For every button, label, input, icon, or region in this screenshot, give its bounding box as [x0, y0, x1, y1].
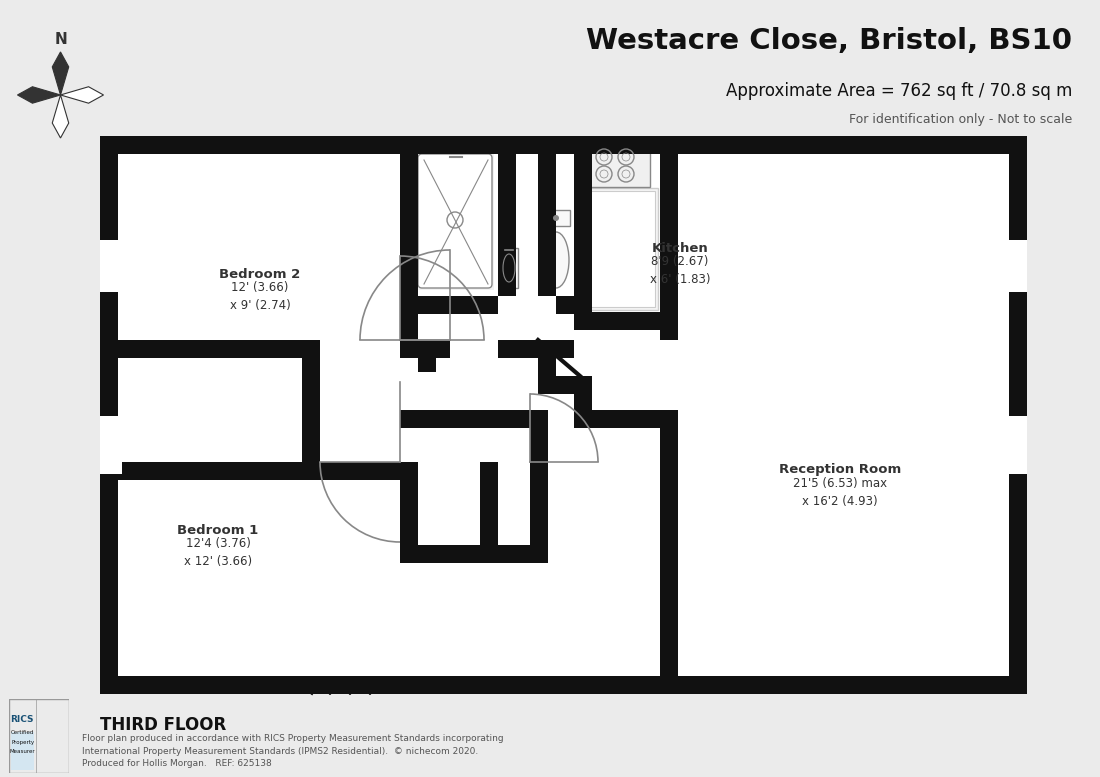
Bar — [418, 296, 498, 314]
Bar — [11, 732, 34, 770]
Text: Kitchen: Kitchen — [651, 242, 708, 255]
Bar — [1005, 416, 1027, 474]
Bar — [538, 340, 556, 376]
Bar — [480, 462, 498, 545]
Bar — [576, 188, 658, 310]
Bar — [400, 410, 548, 428]
Ellipse shape — [543, 232, 569, 288]
Bar — [556, 296, 574, 314]
Text: 21'5 (6.53) max
x 16'2 (4.93): 21'5 (6.53) max x 16'2 (4.93) — [793, 476, 887, 507]
Bar — [400, 154, 418, 340]
Bar — [100, 676, 1027, 694]
Text: Bedroom 2: Bedroom 2 — [219, 269, 300, 281]
Polygon shape — [53, 52, 68, 95]
Text: Bedroom 1: Bedroom 1 — [177, 524, 258, 536]
Text: 12'4 (3.76)
x 12' (3.66): 12'4 (3.76) x 12' (3.66) — [184, 536, 252, 567]
Bar — [1005, 240, 1027, 292]
Bar — [530, 410, 548, 563]
FancyBboxPatch shape — [418, 154, 492, 288]
Text: Westacre Close, Bristol, BS10: Westacre Close, Bristol, BS10 — [586, 27, 1072, 55]
Bar — [574, 410, 678, 428]
Text: Property: Property — [11, 740, 34, 744]
Text: 12' (3.66)
x 9' (2.74): 12' (3.66) x 9' (2.74) — [230, 281, 290, 312]
Bar — [660, 410, 678, 676]
Polygon shape — [60, 87, 103, 103]
Text: Measurer: Measurer — [10, 749, 35, 754]
Polygon shape — [18, 87, 60, 103]
Bar — [118, 462, 402, 480]
Bar — [1009, 136, 1027, 694]
Bar — [418, 340, 436, 372]
Bar — [574, 154, 592, 312]
Bar — [579, 191, 654, 307]
Bar — [100, 136, 1027, 694]
Bar — [574, 312, 660, 330]
Bar — [556, 340, 574, 358]
Bar — [542, 210, 570, 226]
Text: Floor plan produced in accordance with RICS Property Measurement Standards incor: Floor plan produced in accordance with R… — [82, 734, 504, 768]
Bar — [538, 376, 592, 394]
Bar — [538, 154, 556, 296]
Bar — [590, 145, 650, 187]
Bar — [400, 462, 418, 545]
Bar — [400, 340, 450, 358]
Bar — [100, 136, 1027, 154]
Text: Reception Room: Reception Room — [779, 464, 901, 476]
Text: RICS: RICS — [10, 716, 34, 724]
Bar — [660, 154, 678, 312]
Polygon shape — [53, 95, 68, 138]
Bar — [100, 136, 118, 694]
Bar — [302, 340, 320, 480]
Text: THIRD FLOOR: THIRD FLOOR — [100, 716, 227, 734]
Bar — [574, 376, 592, 410]
Bar — [500, 248, 518, 288]
Bar — [498, 340, 556, 358]
Bar — [416, 152, 494, 290]
Text: Certified: Certified — [11, 730, 34, 735]
Bar — [498, 154, 516, 296]
Bar — [100, 240, 122, 292]
Bar — [660, 154, 678, 340]
Bar — [100, 416, 122, 474]
Text: For identification only - Not to scale: For identification only - Not to scale — [849, 113, 1072, 126]
Text: N: N — [54, 32, 67, 47]
Circle shape — [553, 215, 559, 221]
Text: 8'9 (2.67)
x 6' (1.83): 8'9 (2.67) x 6' (1.83) — [650, 255, 711, 285]
Bar — [118, 340, 303, 358]
Bar — [400, 545, 548, 563]
Bar — [420, 156, 490, 286]
Text: Approximate Area = 762 sq ft / 70.8 sq m: Approximate Area = 762 sq ft / 70.8 sq m — [726, 82, 1072, 99]
